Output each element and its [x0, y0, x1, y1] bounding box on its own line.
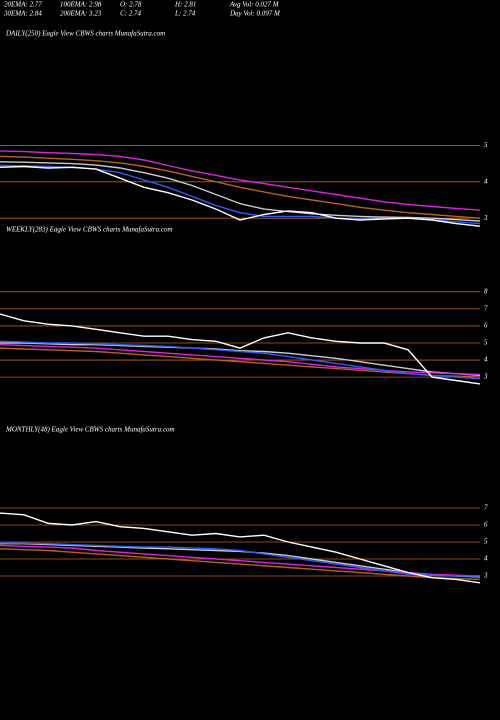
header-stat: 200EMA: 3.23: [60, 10, 102, 18]
y-tick-label: 6: [484, 521, 488, 529]
series-line: [0, 344, 481, 376]
series-line: [0, 155, 481, 219]
y-tick-label: 7: [484, 504, 488, 512]
header-stat: 100EMA: 2.98: [60, 1, 102, 9]
y-tick-label: 5: [484, 141, 488, 149]
y-tick-label: 5: [484, 538, 488, 546]
series-line: [0, 150, 481, 211]
y-tick-label: 8: [484, 287, 488, 295]
series-line: [0, 512, 481, 584]
header-stat: 30EMA: 2.84: [3, 10, 42, 18]
y-tick-label: 5: [484, 339, 488, 347]
header-stat: 20EMA: 2.77: [4, 1, 42, 9]
series-line: [0, 542, 480, 577]
series-line: [0, 313, 481, 385]
y-tick-label: 4: [484, 555, 488, 563]
panel-title: DAILY(250) Eagle View CBWS charts Munafa…: [5, 30, 165, 38]
panel-title: MONTHLY(48) Eagle View CBWS charts Munaf…: [5, 426, 175, 434]
series-line: [0, 544, 481, 577]
y-tick-label: 3: [483, 214, 488, 222]
y-tick-label: 4: [484, 356, 488, 364]
header-stat: H: 2.81: [174, 1, 196, 9]
y-tick-label: 4: [484, 177, 488, 185]
header-stat: O: 2.78: [120, 1, 142, 9]
series-line: [0, 165, 481, 227]
y-tick-label: 7: [484, 304, 488, 312]
header-stat: C: 2.74: [120, 10, 142, 18]
header-stat: Avg Vol: 0.027 M: [229, 1, 280, 9]
series-line: [0, 161, 481, 222]
series-line: [0, 342, 481, 377]
y-tick-label: 6: [484, 322, 488, 330]
header-stat: L: 2.74: [174, 10, 196, 18]
panel-title: WEEKLY(283) Eagle View CBWS charts Munaf…: [6, 226, 173, 234]
y-tick-label: 3: [483, 373, 488, 381]
y-tick-label: 3: [483, 572, 488, 580]
series-line: [0, 548, 481, 581]
series-line: [0, 340, 481, 380]
header-stat: Day Vol: 0.097 M: [229, 10, 281, 18]
